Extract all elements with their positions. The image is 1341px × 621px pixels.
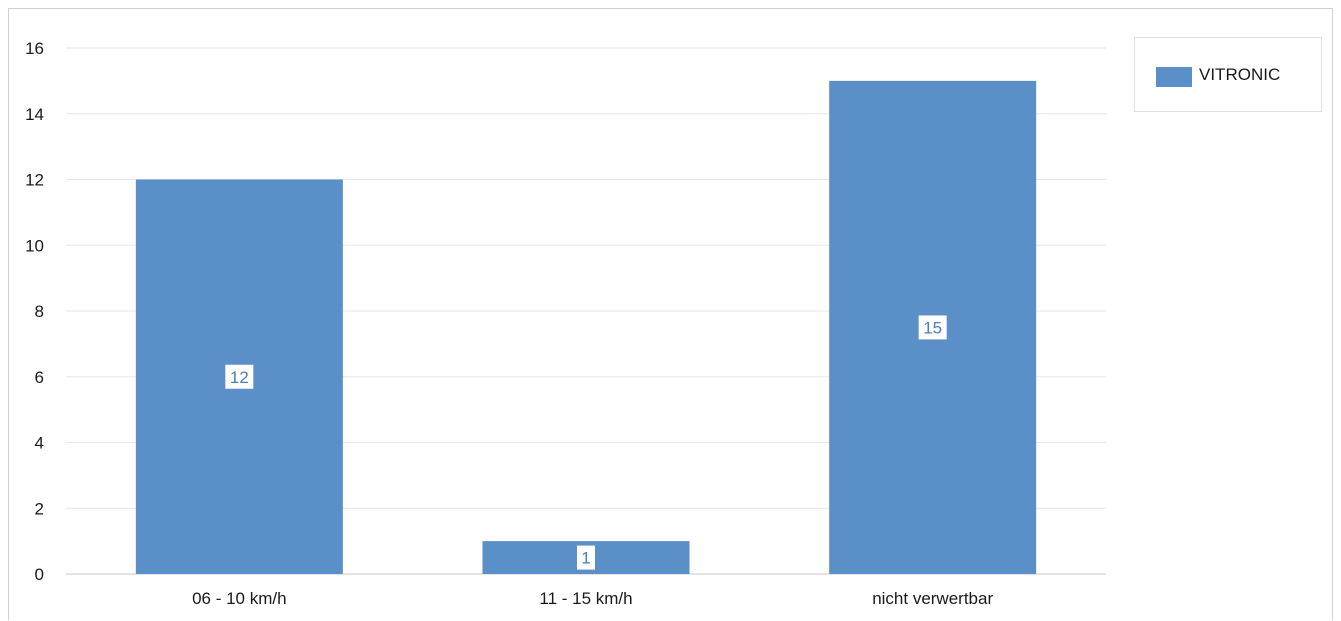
data-label-box	[918, 315, 947, 340]
legend: VITRONIC	[1134, 37, 1322, 112]
x-tick-label: 11 - 15 km/h	[539, 589, 632, 608]
chart-frame: 0 2 4 6 8 10 12 14 16 06 - 10 km/h 11 - 15 km/h ni…	[8, 8, 1333, 620]
data-label-text: 15	[923, 318, 942, 337]
data-label-text: 1	[581, 549, 590, 568]
y-tick-labels: 0 2 4 6 8 10 12 14 16	[25, 39, 44, 584]
bar-chart: 0 2 4 6 8 10 12 14 16 06 - 10 km/h 11 - 15 km/h ni…	[25, 39, 1106, 608]
y-tick-label: 6	[35, 368, 44, 387]
y-tick-label: 14	[25, 105, 44, 124]
y-tick-label: 0	[35, 565, 44, 584]
legend-swatch	[1156, 67, 1192, 87]
bars	[135, 80, 1037, 574]
y-tick-label: 10	[25, 236, 44, 255]
data-label: 12	[225, 364, 254, 389]
data-label-box	[577, 545, 595, 570]
x-tick-label: 06 - 10 km/h	[192, 589, 287, 608]
x-tick-labels: 06 - 10 km/h 11 - 15 km/h nicht verwertbar	[192, 589, 993, 608]
y-tick-label: 8	[35, 302, 44, 321]
legend-label: VITRONIC	[1199, 65, 1281, 84]
data-label-text: 12	[230, 368, 249, 387]
data-label-box	[225, 364, 254, 389]
data-labels: 12 1 15	[225, 315, 947, 570]
x-tick-label: nicht verwertbar	[872, 589, 993, 608]
y-tick-label: 12	[25, 171, 44, 190]
y-tick-label: 16	[25, 39, 44, 58]
y-tick-label: 2	[35, 499, 44, 518]
y-tick-label: 4	[35, 434, 44, 453]
data-label: 1	[577, 545, 595, 570]
data-label: 15	[918, 315, 947, 340]
